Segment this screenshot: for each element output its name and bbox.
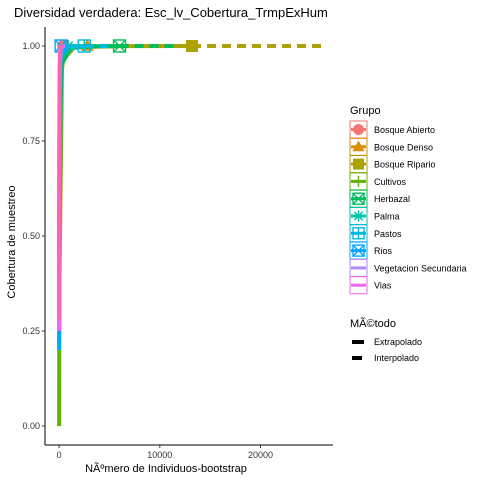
method-legend-item: Extrapolado	[352, 337, 422, 347]
method-legend-title: MÃ©todo	[350, 317, 396, 330]
series-interp-line	[57, 44, 193, 313]
series-ref-point	[186, 40, 199, 52]
x-tick-label: 20000	[248, 450, 273, 460]
legend-label: Rios	[374, 246, 393, 256]
legend-item: Rios	[349, 241, 393, 260]
legend-item: Bosque Ripario	[349, 155, 436, 174]
axes: 0.00 0.25 0.50 0.75 1.00 0 10000 20000	[22, 27, 333, 460]
y-tick-label: 0.75	[22, 136, 40, 146]
legend-item: Palma	[349, 207, 400, 225]
legend-label: Vegetacion Secundaria	[374, 263, 467, 273]
method-legend-label: Interpolado	[374, 353, 419, 363]
legend-label: Bosque Abierto	[374, 125, 435, 135]
series-10	[57, 44, 64, 320]
legend-label: Cultivos	[374, 177, 407, 187]
chart-title: Diversidad verdadera: Esc_lv_Cobertura_T…	[14, 5, 328, 20]
method-legend-label: Extrapolado	[374, 337, 422, 347]
x-tick-label: 0	[57, 450, 62, 460]
legend: Grupo Bosque Abierto Bosque Denso Bosque R…	[349, 105, 467, 363]
series-ref-point	[112, 39, 127, 53]
legend-key-marker	[353, 175, 364, 187]
legend-label: Palma	[374, 212, 400, 222]
legend-item: Cultivos	[349, 172, 407, 191]
legend-item: Bosque Denso	[349, 137, 433, 156]
legend-items: Bosque Abierto Bosque Denso Bosque Ripario…	[349, 120, 467, 295]
legend-item: Vias	[349, 276, 392, 295]
series-2	[57, 40, 325, 313]
series-interp-line	[57, 45, 64, 320]
x-axis-title: NÃºmero de Individuos-bootstrap	[85, 462, 247, 475]
plot-panel	[54, 39, 325, 427]
legend-key-marker	[352, 140, 365, 152]
legend-key-marker	[352, 227, 365, 240]
series-1	[57, 39, 116, 313]
legend-item: Pastos	[349, 224, 402, 243]
legend-key-marker	[353, 210, 364, 222]
legend-label: Pastos	[374, 229, 402, 239]
method-legend-items: Extrapolado Interpolado	[352, 337, 422, 363]
y-tick-label: 0.50	[22, 231, 40, 241]
legend-item: Herbazal	[349, 189, 410, 208]
series-6	[57, 39, 110, 256]
method-legend-item: Interpolado	[352, 353, 419, 363]
y-tick-label: 0.00	[22, 421, 40, 431]
legend-label: Bosque Denso	[374, 142, 433, 152]
y-tick-label: 0.25	[22, 326, 40, 336]
y-axis-title: Cobertura de muestreo	[6, 185, 18, 298]
y-tick-label: 1.00	[22, 41, 40, 51]
x-tick-label: 10000	[147, 450, 172, 460]
legend-key-marker	[353, 124, 364, 135]
legend-key-marker	[352, 244, 365, 257]
series-ref-point	[77, 39, 91, 53]
legend-title: Grupo	[350, 105, 381, 117]
legend-item: Bosque Abierto	[349, 120, 435, 139]
legend-label: Herbazal	[374, 194, 410, 204]
legend-key-marker	[352, 192, 365, 205]
legend-item: Vegetacion Secundaria	[349, 258, 467, 277]
series-interp-line	[57, 44, 120, 313]
legend-label: Bosque Ripario	[374, 160, 436, 170]
series-4	[57, 39, 180, 313]
legend-key-marker	[353, 158, 364, 170]
legend-label: Vias	[374, 281, 392, 291]
